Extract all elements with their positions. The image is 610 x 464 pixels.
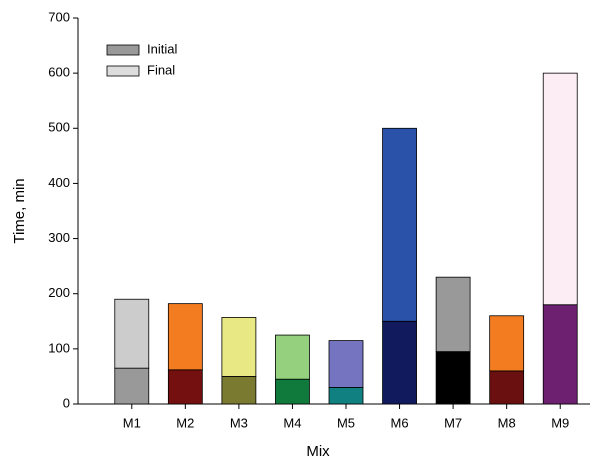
y-tick-label: 100 — [48, 340, 70, 355]
legend-label: Final — [147, 62, 175, 77]
bar-segment — [489, 315, 525, 372]
x-axis-label: Mix — [306, 443, 330, 460]
y-tick-label: 200 — [48, 285, 70, 300]
bar-segment — [114, 298, 150, 369]
y-tick-label: 0 — [63, 395, 70, 410]
x-tick-label: M9 — [551, 415, 569, 430]
bar-segment — [328, 387, 364, 405]
bar-segment — [114, 367, 150, 405]
y-tick-label: 500 — [48, 120, 70, 135]
x-tick-label: M8 — [498, 415, 516, 430]
bar-segment — [435, 351, 471, 405]
legend-swatch — [106, 44, 140, 56]
bar-segment — [542, 72, 578, 306]
bar-segment — [542, 304, 578, 405]
x-tick-label: M7 — [444, 415, 462, 430]
y-tick-label: 400 — [48, 175, 70, 190]
y-tick-label: 300 — [48, 230, 70, 245]
bar-segment — [221, 376, 257, 405]
bar-segment — [489, 370, 525, 405]
bar-segment — [167, 369, 203, 405]
bar-segment — [382, 320, 417, 405]
x-tick-label: M3 — [230, 415, 248, 430]
bar-segment — [275, 334, 310, 380]
bar-segment — [382, 127, 417, 322]
x-tick-label: M2 — [176, 415, 194, 430]
legend-label: Initial — [147, 41, 177, 56]
legend-swatch — [106, 65, 140, 77]
bar-segment — [221, 317, 257, 377]
x-tick-label: M1 — [123, 415, 141, 430]
bar-segment — [167, 303, 203, 371]
x-tick-label: M6 — [391, 415, 409, 430]
y-axis-label: Time, min — [11, 178, 28, 243]
x-tick-label: M5 — [337, 415, 355, 430]
bar-segment — [275, 378, 310, 405]
y-tick-label: 700 — [48, 9, 70, 24]
y-tick-label: 600 — [48, 65, 70, 80]
bar-segment — [435, 276, 471, 353]
bar-segment — [328, 340, 364, 388]
x-tick-label: M4 — [283, 415, 301, 430]
